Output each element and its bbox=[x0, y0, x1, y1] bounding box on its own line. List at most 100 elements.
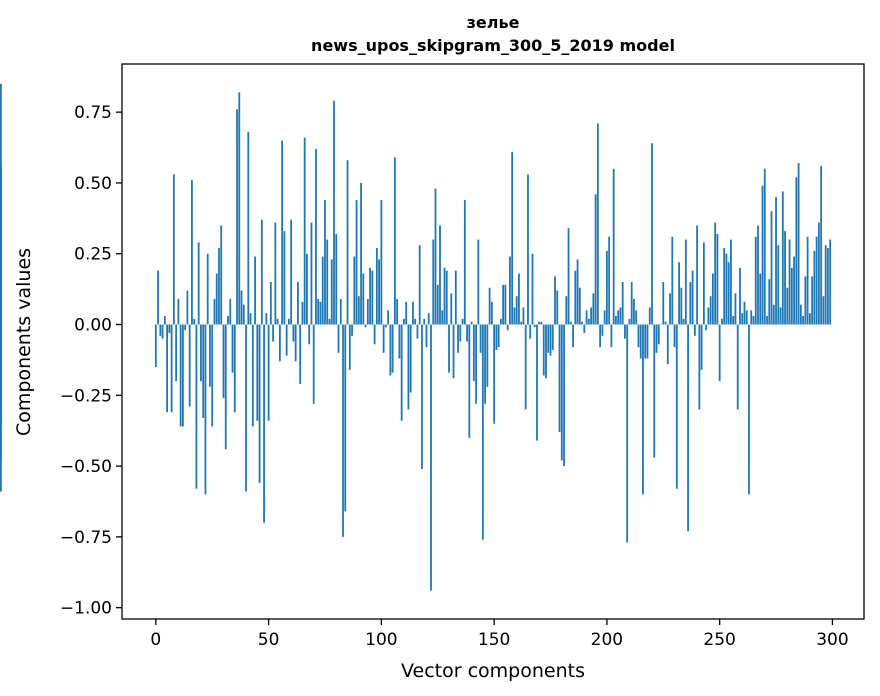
bar bbox=[274, 222, 277, 325]
bar bbox=[0, 318, 2, 325]
bar bbox=[389, 324, 392, 376]
bar bbox=[299, 324, 302, 384]
bar bbox=[608, 236, 611, 325]
bar bbox=[522, 307, 525, 325]
bar bbox=[231, 324, 234, 373]
bar bbox=[748, 324, 750, 495]
bar bbox=[470, 321, 473, 325]
bar bbox=[407, 324, 410, 410]
bar bbox=[533, 324, 536, 328]
bar bbox=[689, 282, 692, 325]
bar bbox=[181, 324, 184, 427]
bar bbox=[707, 307, 710, 325]
bar bbox=[583, 324, 586, 333]
bar bbox=[669, 293, 671, 325]
bar bbox=[572, 324, 574, 348]
bar bbox=[448, 324, 450, 373]
bar bbox=[693, 324, 696, 336]
bar bbox=[315, 148, 317, 325]
bar bbox=[612, 168, 615, 325]
bar bbox=[405, 301, 408, 325]
bar bbox=[175, 324, 178, 382]
bar bbox=[518, 273, 520, 325]
bar bbox=[357, 296, 360, 325]
x-tick-label: 0 bbox=[150, 630, 161, 650]
bar bbox=[191, 180, 193, 325]
bar bbox=[308, 324, 311, 345]
x-tick-label: 50 bbox=[258, 630, 280, 650]
bar bbox=[730, 239, 732, 325]
y-tick-label: 0.75 bbox=[74, 103, 112, 123]
bar bbox=[215, 273, 218, 325]
bar bbox=[581, 321, 583, 325]
x-tick-label: 300 bbox=[816, 630, 848, 650]
bar bbox=[781, 191, 784, 325]
bar bbox=[229, 299, 232, 325]
bar bbox=[578, 287, 581, 325]
bar bbox=[463, 199, 466, 325]
bar bbox=[790, 267, 793, 325]
bar bbox=[324, 199, 326, 325]
bar bbox=[610, 324, 613, 348]
bar bbox=[678, 262, 680, 325]
bar bbox=[0, 205, 2, 325]
bar bbox=[739, 267, 741, 325]
bar bbox=[457, 324, 459, 353]
plot-frame bbox=[121, 63, 865, 620]
bar bbox=[321, 256, 324, 325]
bar bbox=[380, 199, 383, 325]
bar bbox=[319, 301, 322, 325]
bar bbox=[303, 137, 306, 325]
bar bbox=[290, 219, 293, 325]
bar bbox=[513, 307, 516, 325]
bar bbox=[538, 321, 541, 325]
bar bbox=[567, 228, 570, 325]
bar bbox=[759, 273, 762, 325]
bar bbox=[619, 307, 622, 325]
bar bbox=[596, 123, 599, 325]
bar bbox=[716, 233, 719, 325]
bar bbox=[382, 324, 385, 353]
bar bbox=[750, 310, 753, 325]
bar bbox=[452, 324, 455, 379]
bar bbox=[797, 163, 800, 325]
bar bbox=[355, 199, 358, 325]
bar bbox=[653, 324, 656, 458]
bar bbox=[560, 324, 563, 461]
bar bbox=[624, 324, 626, 339]
bar bbox=[547, 324, 550, 353]
bar bbox=[238, 92, 241, 325]
bar bbox=[795, 177, 798, 325]
bar bbox=[696, 225, 698, 325]
y-axis-label: Components values bbox=[13, 248, 35, 436]
bar bbox=[642, 324, 644, 495]
bar bbox=[768, 279, 771, 325]
bar bbox=[793, 256, 795, 325]
bar bbox=[684, 239, 687, 325]
bar bbox=[806, 236, 809, 325]
bar bbox=[587, 318, 590, 325]
bar bbox=[734, 293, 737, 325]
x-axis-ticks: 0 50 100 150 200 250 300 bbox=[150, 619, 849, 650]
bar bbox=[565, 296, 568, 325]
bar bbox=[421, 324, 423, 469]
bar bbox=[351, 324, 353, 336]
bar bbox=[403, 318, 405, 325]
bar bbox=[360, 182, 362, 325]
bar bbox=[220, 225, 223, 325]
bar bbox=[705, 324, 708, 331]
bar bbox=[691, 270, 694, 325]
bar bbox=[195, 324, 198, 489]
bar bbox=[443, 267, 446, 325]
bar bbox=[687, 324, 689, 532]
bar bbox=[657, 324, 660, 345]
bar bbox=[721, 318, 723, 325]
bar bbox=[276, 318, 279, 325]
bar bbox=[786, 287, 789, 325]
bar bbox=[675, 324, 678, 489]
bar bbox=[245, 324, 247, 492]
y-axis-ticks: −1.00 −0.75 −0.50 −0.25 0.00 0.25 0.50 0.75 bbox=[60, 103, 122, 619]
bar bbox=[184, 324, 187, 331]
bar bbox=[524, 324, 527, 410]
